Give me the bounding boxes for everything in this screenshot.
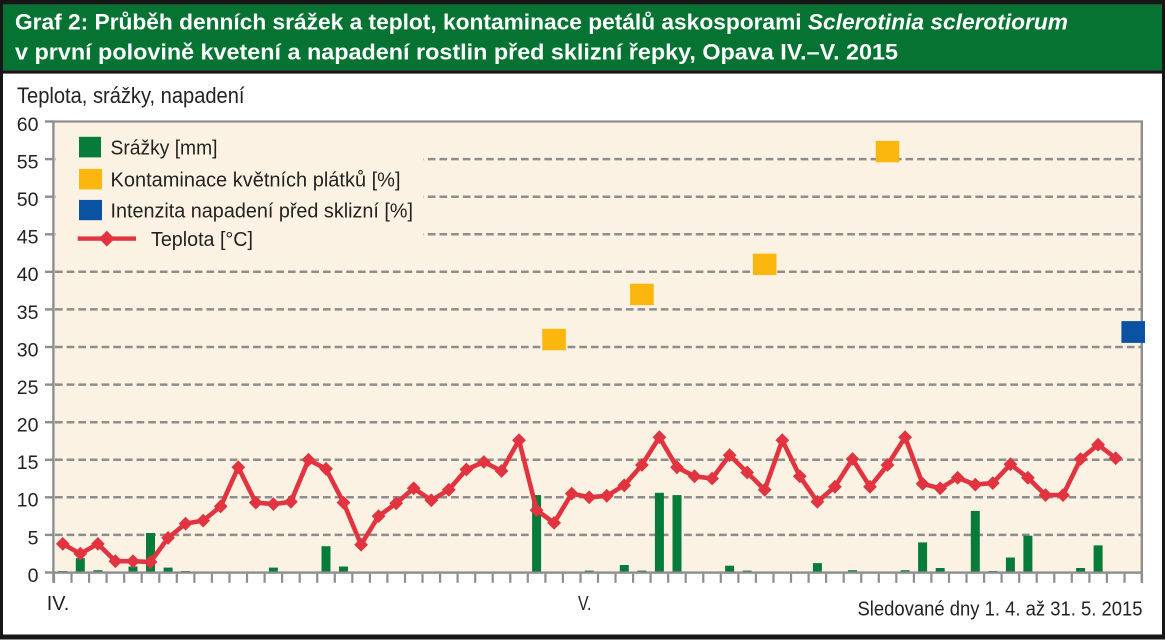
svg-text:Srážky [mm]: Srážky [mm]: [111, 138, 218, 160]
svg-text:Graf 2: Průběh denních srážek: Graf 2: Průběh denních srážek a teplot, …: [15, 9, 1068, 34]
svg-text:Intenzita napadení před sklizn: Intenzita napadení před sklizní [%]: [111, 201, 414, 223]
svg-text:5: 5: [28, 527, 39, 549]
svg-text:0: 0: [28, 565, 39, 587]
svg-text:45: 45: [17, 227, 39, 249]
svg-text:50: 50: [17, 189, 39, 211]
svg-text:55: 55: [17, 152, 39, 174]
svg-text:35: 35: [17, 302, 39, 324]
svg-text:60: 60: [17, 114, 39, 136]
svg-text:Kontaminace květních plátků [%: Kontaminace květních plátků [%]: [111, 170, 401, 192]
svg-text:v první polovině kvetení a nap: v první polovině kvetení a napadení rost…: [15, 40, 898, 65]
svg-text:Teplota, srážky, napadení: Teplota, srážky, napadení: [17, 83, 245, 108]
svg-text:15: 15: [17, 452, 39, 474]
svg-text:IV.: IV.: [47, 593, 70, 615]
svg-text:20: 20: [17, 415, 39, 437]
svg-text:25: 25: [17, 377, 39, 399]
svg-text:V.: V.: [578, 593, 592, 615]
svg-text:30: 30: [17, 339, 39, 361]
svg-text:Sledované dny 1. 4. až 31. 5.: Sledované dny 1. 4. až 31. 5. 2015: [858, 599, 1143, 621]
svg-text:40: 40: [17, 264, 39, 286]
svg-text:Teplota [°C]: Teplota [°C]: [151, 229, 253, 251]
svg-text:10: 10: [17, 490, 39, 512]
